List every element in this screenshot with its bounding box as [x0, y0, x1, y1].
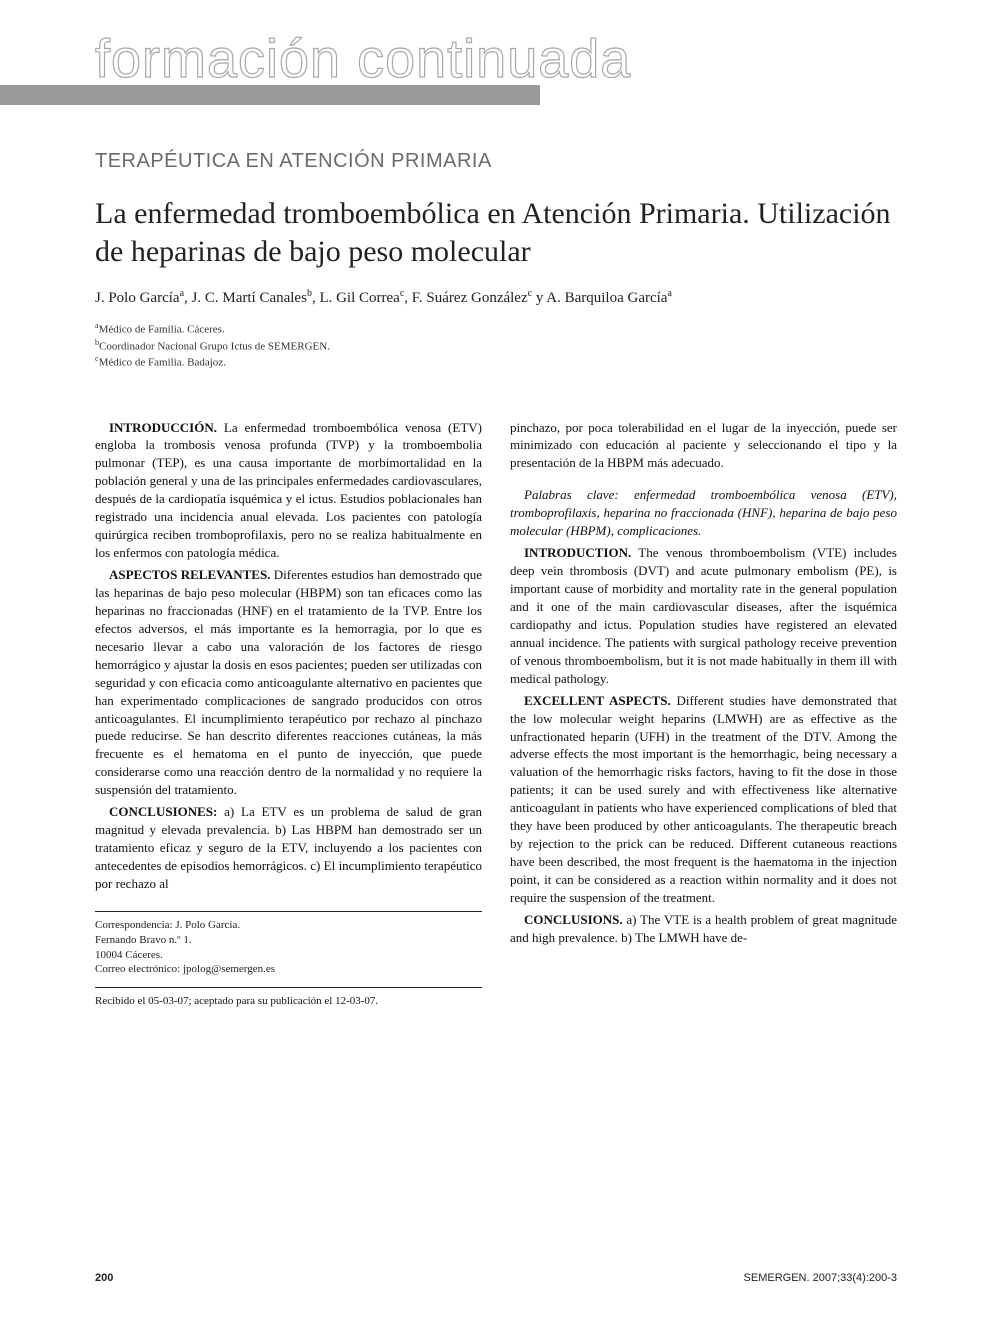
es-aspects-body: Diferentes estudios han demostrado que l…	[95, 567, 482, 797]
corr-line2: Fernando Bravo n.º 1.	[95, 933, 482, 948]
affil-b: bCoordinador Nacional Grupo Ictus de SEM…	[95, 338, 897, 355]
es-aspects-head: ASPECTOS RELEVANTES.	[109, 567, 270, 582]
en-intro-head: INTRODUCTION.	[524, 545, 631, 560]
es-intro: INTRODUCCIÓN. La enfermedad tromboembóli…	[95, 419, 482, 563]
corr-line3: 10004 Cáceres.	[95, 948, 482, 963]
en-concl-head: CONCLUSIONS.	[524, 912, 623, 927]
footer-citation: SEMERGEN. 2007;33(4):200-3	[744, 1272, 897, 1284]
en-intro-body: The venous thromboembolism (VTE) include…	[510, 545, 897, 686]
en-intro: INTRODUCTION. The venous thromboembolism…	[510, 544, 897, 688]
gray-bar	[0, 85, 540, 105]
affil-c-text: Médico de Familia. Badajoz.	[99, 357, 226, 369]
en-concl: CONCLUSIONS. a) The VTE is a health prob…	[510, 911, 897, 947]
es-intro-head: INTRODUCCIÓN.	[109, 420, 217, 435]
affil-a: aMédico de Familia. Cáceres.	[95, 321, 897, 338]
author-5: y A. Barquiloa García	[532, 290, 667, 306]
column-right: pinchazo, por poca tolerabilidad en el l…	[510, 419, 897, 1010]
page: formación continuada TERAPÉUTICA EN ATEN…	[0, 0, 987, 1318]
corr-line1: Correspondencia: J. Polo García.	[95, 918, 482, 933]
section-label: TERAPÉUTICA EN ATENCIÓN PRIMARIA	[95, 150, 897, 173]
authors-line: J. Polo Garcíaa, J. C. Martí Canalesb, L…	[95, 288, 897, 307]
affil-a-text: Médico de Familia. Cáceres.	[99, 324, 225, 336]
keywords-label: Palabras clave:	[524, 487, 619, 502]
es-concl: CONCLUSIONES: a) La ETV es un problema d…	[95, 803, 482, 893]
author-3: , L. Gil Correa	[312, 290, 400, 306]
article-title: La enfermedad tromboembólica en Atención…	[95, 195, 897, 270]
columns: INTRODUCCIÓN. La enfermedad tromboembóli…	[95, 419, 897, 1010]
author-2: , J. C. Martí Canales	[184, 290, 307, 306]
content: TERAPÉUTICA EN ATENCIÓN PRIMARIA La enfe…	[0, 120, 987, 1009]
column-left: INTRODUCCIÓN. La enfermedad tromboembóli…	[95, 419, 482, 1010]
author-1: J. Polo García	[95, 290, 180, 306]
corr-line4: Correo electrónico: jpolog@semergen.es	[95, 962, 482, 977]
author-4: , F. Suárez González	[404, 290, 527, 306]
banner-title: formación continuada	[95, 28, 631, 90]
header-band: formación continuada	[0, 0, 987, 120]
es-concl-head: CONCLUSIONES:	[109, 804, 217, 819]
affil-b-text: Coordinador Nacional Grupo Ictus de SEME…	[99, 340, 330, 352]
keywords: Palabras clave: enfermedad tromboembólic…	[510, 486, 897, 540]
correspondence: Correspondencia: J. Polo García. Fernand…	[95, 911, 482, 977]
affiliations: aMédico de Familia. Cáceres. bCoordinado…	[95, 321, 897, 371]
page-number: 200	[95, 1272, 113, 1284]
es-intro-body: La enfermedad tromboembólica venosa (ETV…	[95, 420, 482, 561]
en-aspects-head: EXCELLENT ASPECTS.	[524, 693, 671, 708]
en-aspects: EXCELLENT ASPECTS. Different studies hav…	[510, 692, 897, 907]
col2-continuation: pinchazo, por poca tolerabilidad en el l…	[510, 419, 897, 473]
affil-c: cMédico de Familia. Badajoz.	[95, 354, 897, 371]
sup-a2: a	[667, 288, 671, 299]
en-aspects-body: Different studies have demonstrated that…	[510, 693, 897, 905]
footer: 200 SEMERGEN. 2007;33(4):200-3	[95, 1272, 897, 1284]
es-aspects: ASPECTOS RELEVANTES. Diferentes estudios…	[95, 566, 482, 799]
received-line: Recibido el 05-03-07; aceptado para su p…	[95, 987, 482, 1009]
